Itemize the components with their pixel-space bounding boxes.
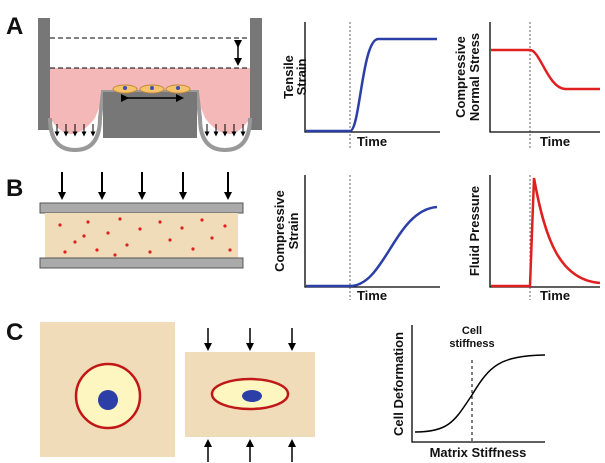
x-label: Time (540, 288, 570, 303)
x-label: Time (540, 134, 570, 149)
compression-sample (40, 172, 243, 268)
plot-fluid-pressure: Fluid Pressure Time (467, 175, 600, 303)
panel-label: C (6, 319, 23, 346)
cell-soft-matrix (40, 322, 175, 457)
annotation: stiffness (449, 338, 494, 350)
x-label: Time (357, 288, 387, 303)
x-label: Time (357, 134, 387, 149)
stretch-well (38, 18, 262, 150)
panel-label: B (6, 175, 23, 202)
panel-label: A (6, 13, 23, 40)
figure: A Tensile Strain Time (0, 0, 605, 463)
plot-normal-stress: Compressive Normal Stress Time (453, 22, 600, 149)
x-label: Matrix Stiffness (430, 445, 527, 460)
y-label: Compressive (272, 190, 287, 272)
y-label: Normal Stress (467, 33, 482, 121)
y-label: Fluid Pressure (467, 186, 482, 276)
plot-cell-deformation: Cell stiffness Cell Deformation Matrix S… (391, 325, 545, 460)
y-label: Strain (294, 59, 309, 96)
cell-compressed (185, 328, 315, 462)
plot-compressive-strain: Compressive Strain Time (272, 175, 440, 303)
y-label: Compressive (453, 36, 468, 118)
annotation: Cell (462, 325, 482, 337)
y-label: Strain (286, 213, 301, 250)
y-label: Cell Deformation (391, 332, 406, 436)
plot-tensile-strain: Tensile Strain Time (281, 22, 440, 149)
